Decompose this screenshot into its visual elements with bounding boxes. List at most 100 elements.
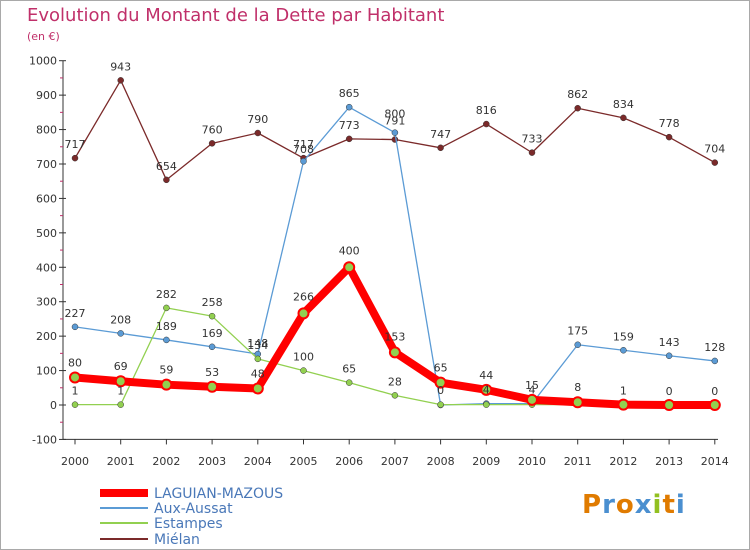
data-point xyxy=(297,307,310,320)
data-label: 134 xyxy=(247,339,268,352)
data-point xyxy=(254,355,262,363)
x-tick-label: 2013 xyxy=(655,455,683,468)
data-label: 943 xyxy=(110,60,131,73)
logo-letter: x xyxy=(634,490,653,520)
data-label: 800 xyxy=(384,108,405,121)
data-point xyxy=(483,120,490,128)
data-point xyxy=(71,323,79,331)
data-label: 4 xyxy=(483,384,490,397)
x-tick-label: 2010 xyxy=(518,455,546,468)
data-label: 53 xyxy=(205,366,219,379)
x-tick-label: 2012 xyxy=(609,455,637,468)
data-point xyxy=(345,379,353,386)
data-label: 8 xyxy=(574,381,581,394)
data-point xyxy=(437,401,444,408)
x-tick-label: 2005 xyxy=(290,455,318,468)
data-label: 733 xyxy=(522,133,543,146)
logo-letter: o xyxy=(615,490,635,520)
data-point xyxy=(163,336,170,344)
data-point xyxy=(117,330,124,337)
y-tick-label: 200 xyxy=(36,330,57,343)
data-point xyxy=(206,380,219,393)
data-label: 80 xyxy=(68,356,82,369)
data-label: 816 xyxy=(476,104,497,117)
data-label: 0 xyxy=(711,385,718,398)
chart-unit: (en €) xyxy=(27,30,60,43)
y-tick-label: 800 xyxy=(36,124,57,137)
data-point xyxy=(391,392,399,399)
data-point xyxy=(665,352,673,360)
data-point xyxy=(343,261,356,274)
data-label: 48 xyxy=(251,367,265,380)
data-label: 717 xyxy=(293,138,314,151)
data-label: 400 xyxy=(339,244,360,257)
x-tick-label: 2001 xyxy=(107,455,135,468)
data-point xyxy=(71,401,79,408)
data-label: 153 xyxy=(384,330,405,343)
data-point xyxy=(483,401,490,408)
x-tick-label: 2014 xyxy=(701,455,729,468)
logo-letter: r xyxy=(602,490,616,520)
data-point xyxy=(665,133,673,141)
data-point xyxy=(163,304,170,312)
data-label: 69 xyxy=(114,360,128,373)
data-label: 159 xyxy=(613,330,634,343)
data-point xyxy=(434,376,447,389)
y-tick-label: 700 xyxy=(36,158,57,171)
data-point xyxy=(345,135,353,143)
logo-letter: i xyxy=(652,490,663,520)
x-tick-label: 2011 xyxy=(564,455,592,468)
data-point xyxy=(300,367,307,374)
data-point xyxy=(254,129,262,137)
x-tick-label: 2003 xyxy=(198,455,226,468)
data-point xyxy=(388,346,401,359)
data-point xyxy=(208,312,216,320)
x-tick-label: 2009 xyxy=(472,455,500,468)
data-point xyxy=(208,140,216,147)
data-label: 258 xyxy=(202,296,223,309)
data-label: 15 xyxy=(525,379,539,392)
series-line xyxy=(74,106,715,406)
data-point xyxy=(160,378,173,391)
data-label: 208 xyxy=(110,313,131,326)
data-point xyxy=(526,393,538,406)
data-label: 266 xyxy=(293,290,314,303)
data-label: 778 xyxy=(659,117,680,130)
legend-label: LAGUIAN-MAZOUS xyxy=(154,486,283,502)
data-point xyxy=(711,159,719,166)
logo-letter: P xyxy=(582,490,603,520)
data-point xyxy=(117,77,124,84)
data-label: 1 xyxy=(620,385,627,398)
data-label: 227 xyxy=(65,307,86,320)
data-label: 59 xyxy=(159,364,173,377)
data-label: 760 xyxy=(202,123,223,136)
y-tick-label: -100 xyxy=(32,433,57,446)
data-point xyxy=(69,371,81,384)
x-tick-label: 2004 xyxy=(244,455,272,468)
data-label: 791 xyxy=(384,115,405,128)
data-point xyxy=(71,154,79,162)
proxiti-logo: Proxiti xyxy=(582,490,686,520)
y-tick-label: 500 xyxy=(36,227,57,240)
legend-label: Estampes xyxy=(154,516,223,532)
data-label: 65 xyxy=(434,362,448,375)
data-label: 708 xyxy=(293,143,314,156)
logo-letter: i xyxy=(675,490,686,520)
data-point xyxy=(711,357,719,365)
data-label: 747 xyxy=(430,128,451,141)
y-tick-label: 100 xyxy=(36,365,57,378)
y-tick-label: 400 xyxy=(36,261,57,274)
data-label: 65 xyxy=(342,363,356,376)
data-point xyxy=(574,341,581,348)
data-point xyxy=(251,382,264,395)
y-tick-label: 1000 xyxy=(29,55,57,68)
x-tick-label: 2007 xyxy=(381,455,409,468)
data-label: 1 xyxy=(117,385,124,398)
series-layer xyxy=(69,77,721,411)
x-tick-label: 2002 xyxy=(152,455,180,468)
data-point xyxy=(208,343,216,351)
y-tick-label: 600 xyxy=(36,192,57,205)
